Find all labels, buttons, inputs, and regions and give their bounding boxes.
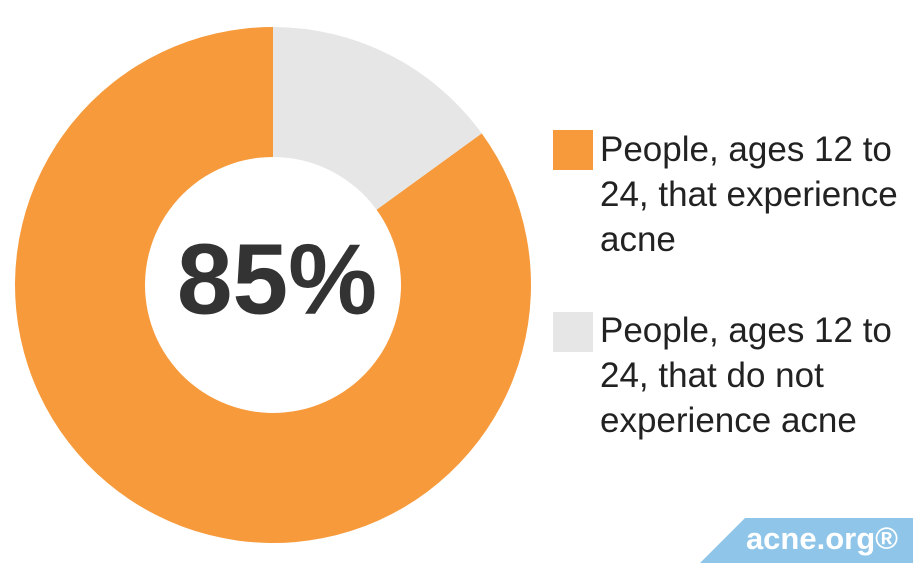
center-label: 85% <box>177 223 377 335</box>
watermark-badge <box>700 518 913 563</box>
slice <box>273 27 482 210</box>
legend-swatch <box>553 312 593 352</box>
slice <box>15 27 532 543</box>
legend-swatch <box>553 130 593 170</box>
watermark: acne.org® <box>746 521 898 556</box>
legend-label: People, ages 12 to 24, that do not exper… <box>600 311 892 440</box>
legend-label: People, ages 12 to 24, that experience a… <box>600 130 898 259</box>
